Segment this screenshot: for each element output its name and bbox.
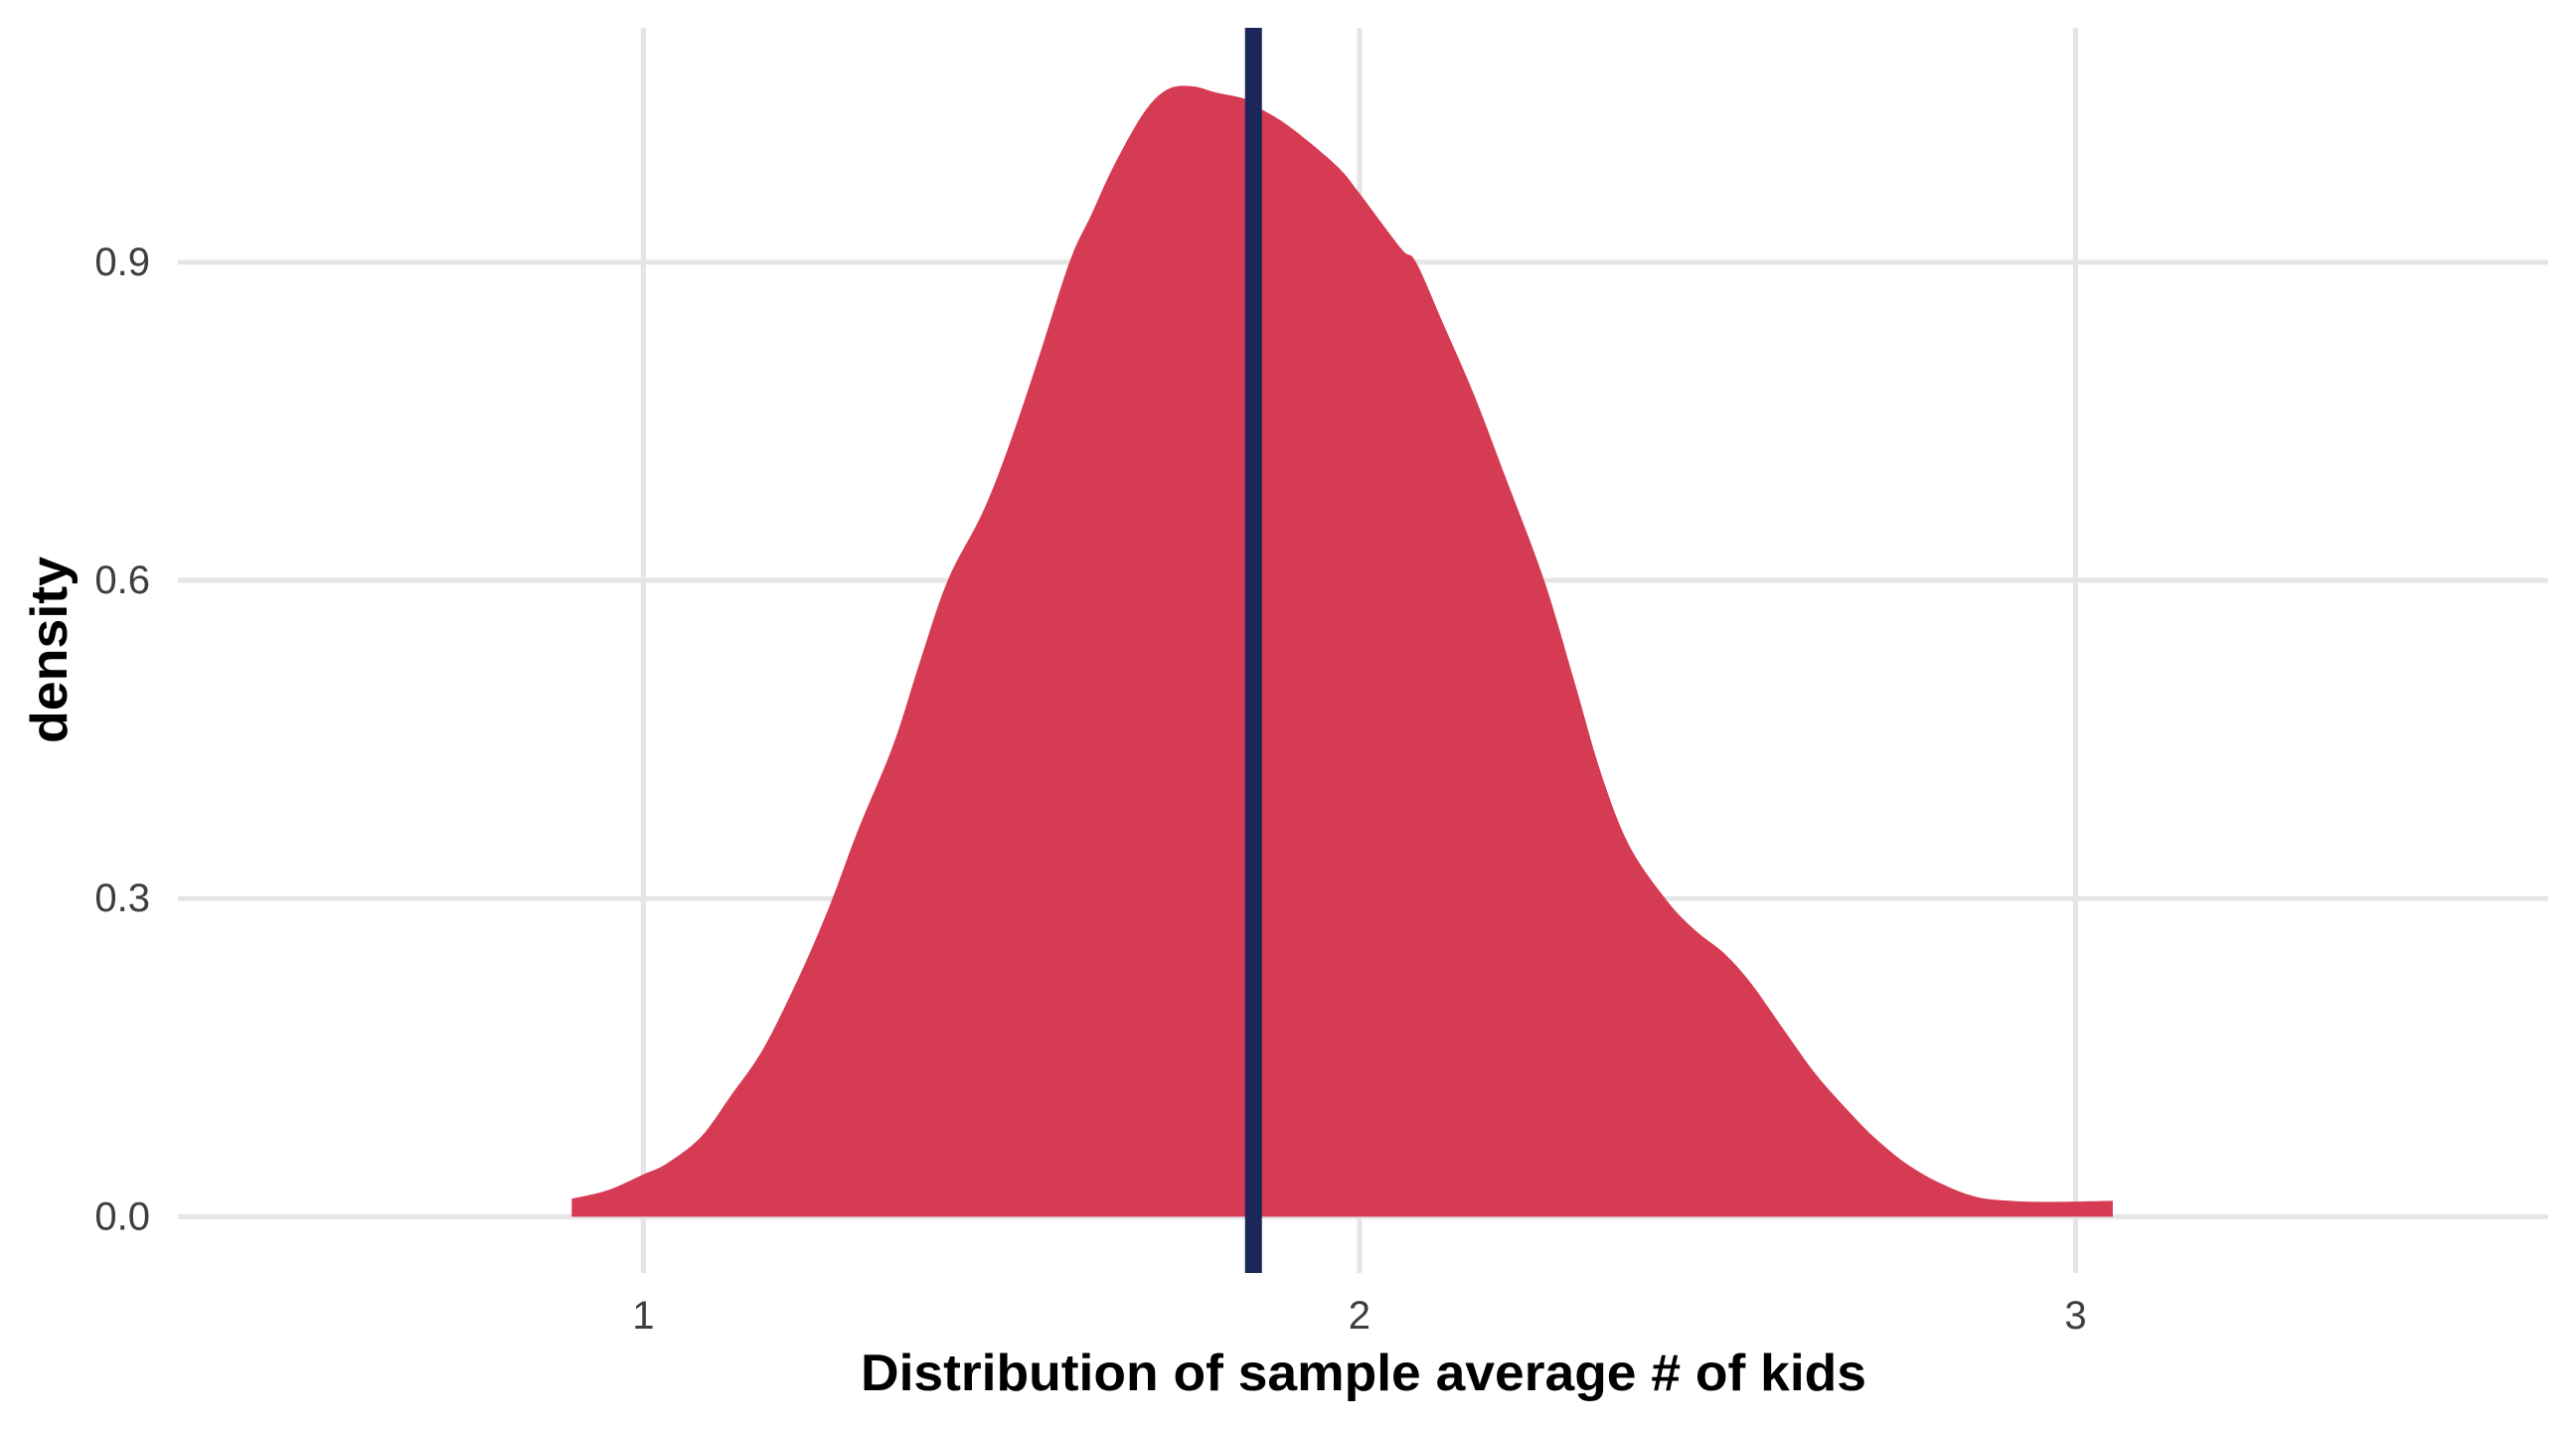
y-tick-label: 0.6	[94, 558, 150, 602]
density-area	[571, 85, 2113, 1217]
x-tick-label: 1	[632, 1294, 654, 1338]
mean-vertical-line	[1244, 28, 1262, 1273]
x-axis-title: Distribution of sample average # of kids	[861, 1345, 1866, 1402]
x-tick-label: 2	[1349, 1294, 1370, 1338]
y-tick-label: 0.9	[94, 240, 150, 284]
x-axis-tick-labels: 1 2 3	[632, 1294, 2086, 1338]
y-tick-label: 0.3	[94, 876, 150, 920]
mean-line-layer	[1244, 28, 1262, 1273]
x-tick-label: 3	[2064, 1294, 2086, 1338]
y-tick-label: 0.0	[94, 1194, 150, 1238]
y-axis-title: density	[21, 556, 79, 743]
density-area-layer	[571, 85, 2113, 1217]
y-axis-tick-labels: 0.0 0.3 0.6 0.9	[94, 240, 150, 1239]
